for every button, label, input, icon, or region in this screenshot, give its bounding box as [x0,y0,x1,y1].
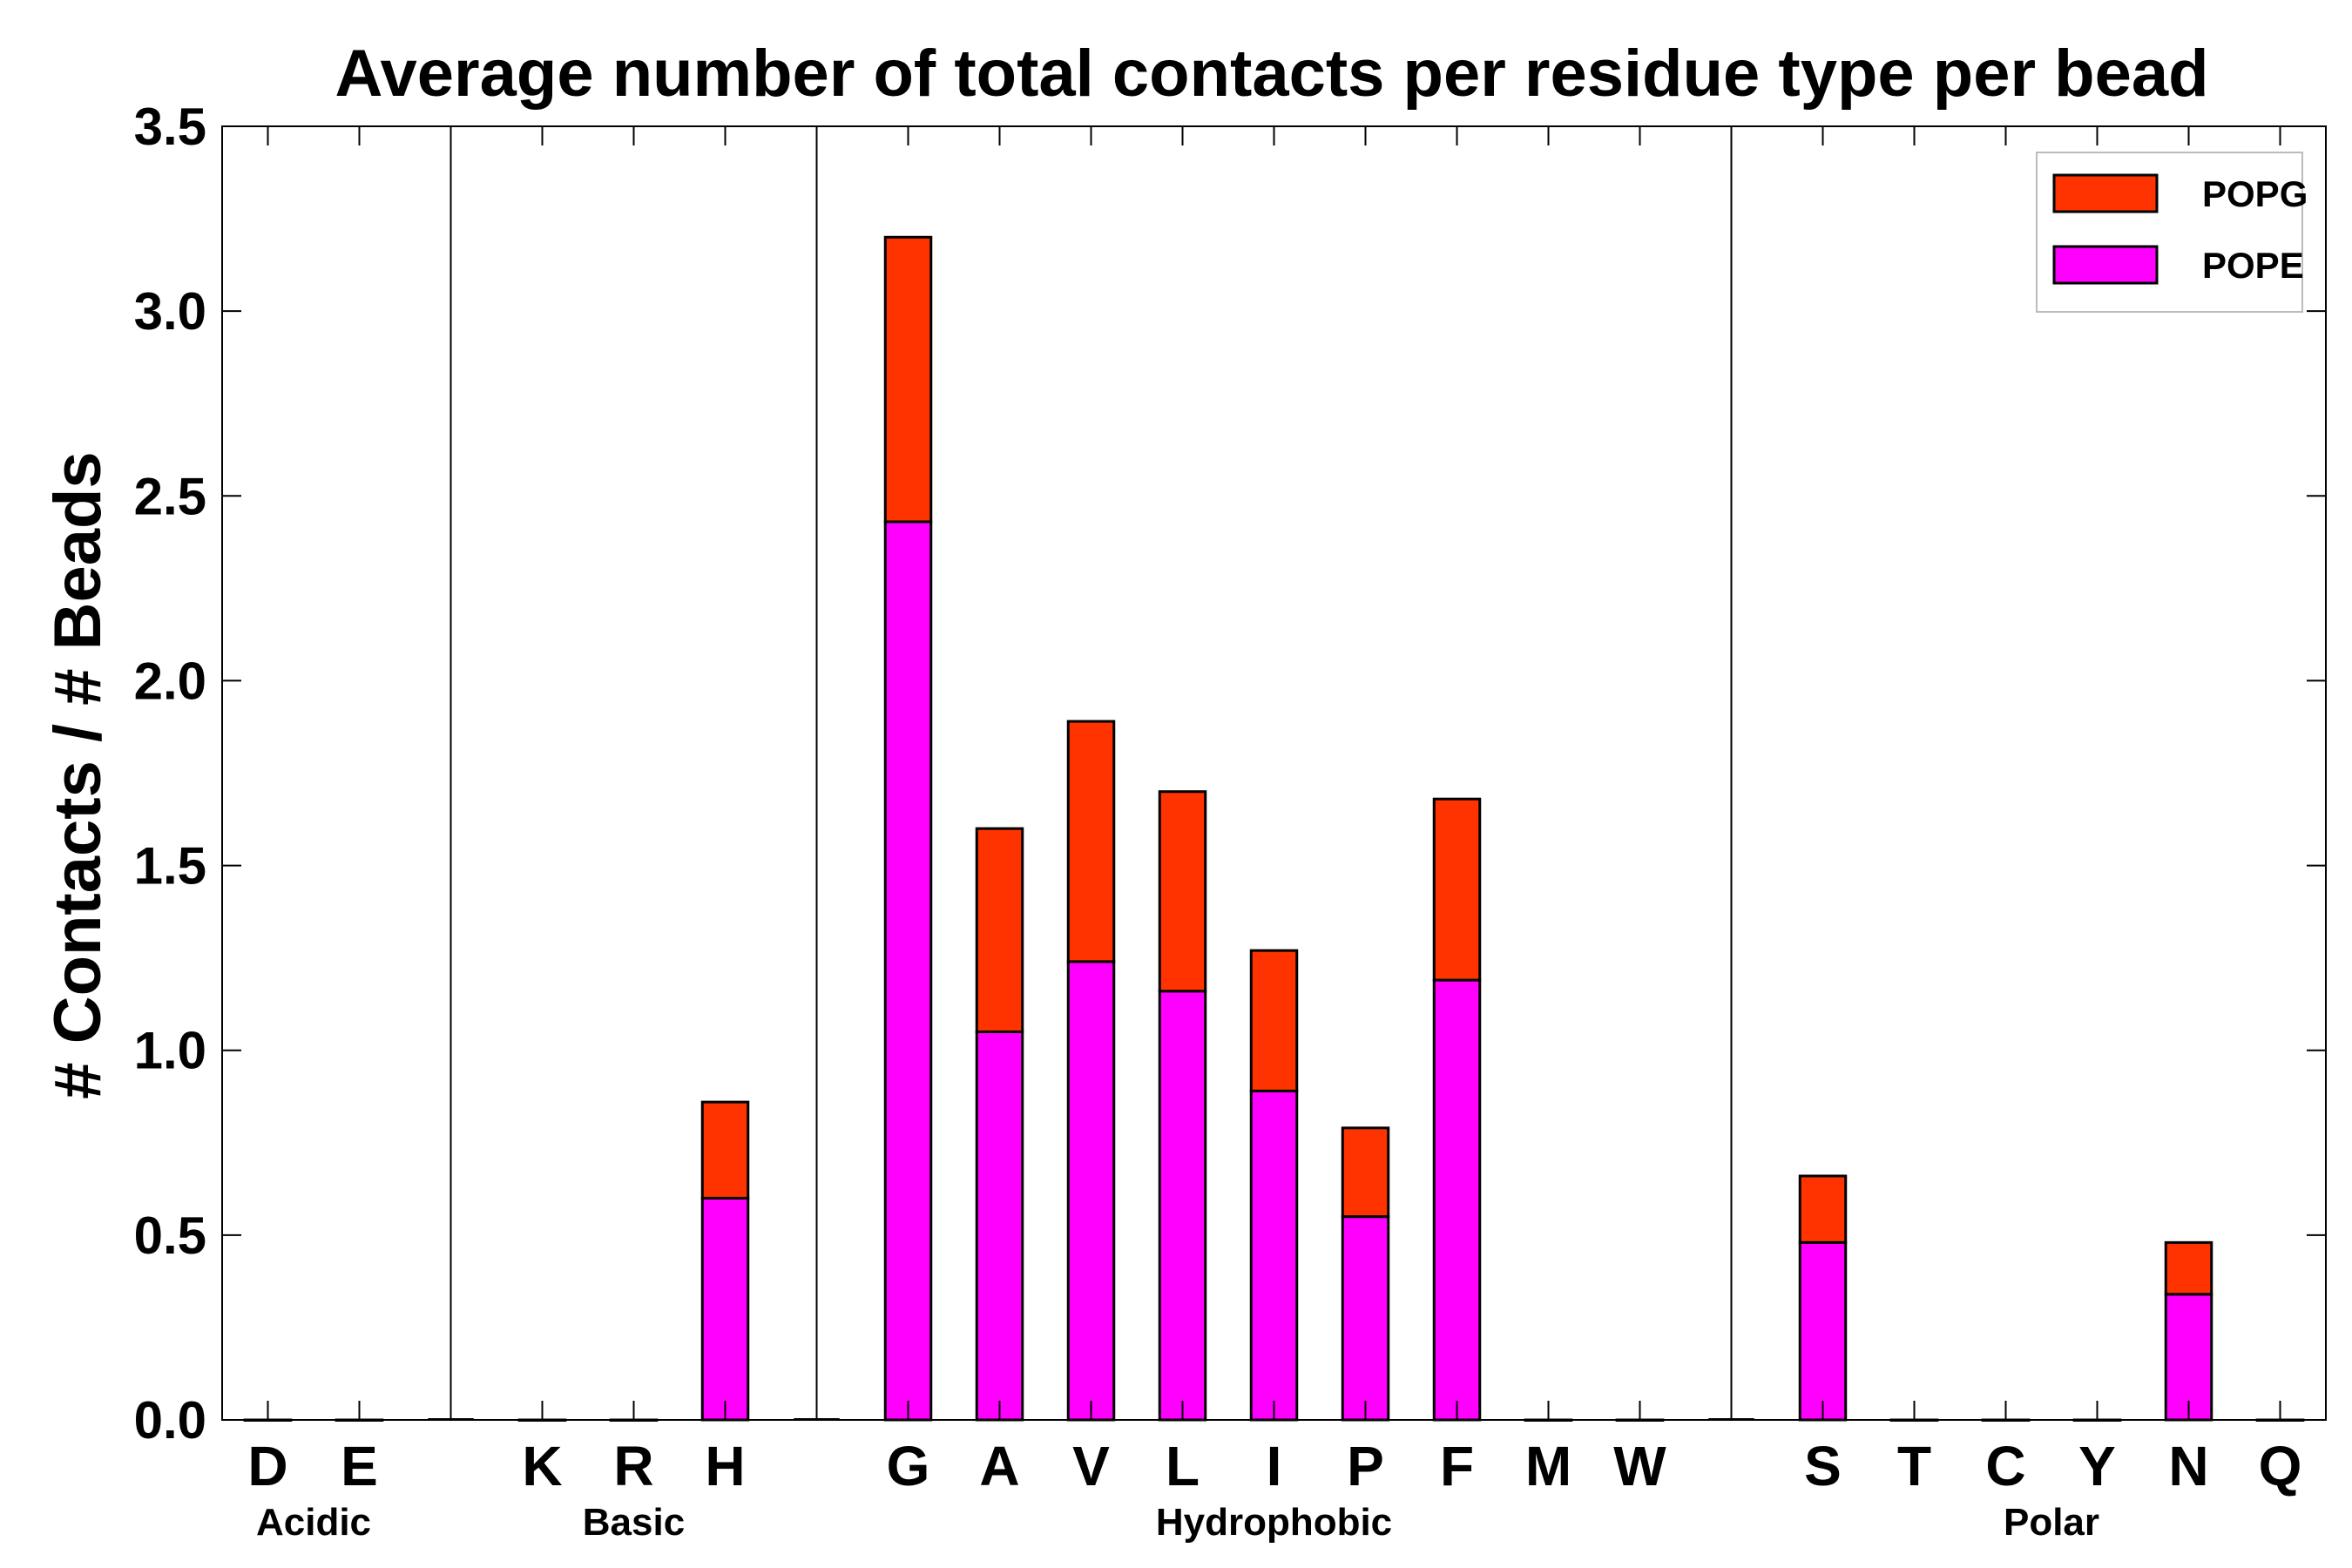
x-tick-label: N [2168,1435,2208,1497]
x-tick-label: Y [2078,1435,2116,1497]
group-label: Basic [583,1501,685,1544]
y-tick-label: 3.0 [134,282,206,341]
bar-pope-f [1432,978,1482,1422]
bar-popg-l [1158,790,1207,993]
bar-pope-g [883,520,933,1422]
bars [243,235,2305,1422]
bar-popg-v [1066,720,1116,963]
x-tick-label: H [705,1435,745,1497]
x-tick-label: G [887,1435,930,1497]
bar-popg-s [1798,1174,1848,1244]
y-axis-label: # Contacts / # Beads [41,451,115,1098]
bar-pope-i [1249,1089,1299,1422]
x-tick-label: C [1985,1435,2025,1497]
x-tick-label: L [1166,1435,1200,1497]
x-tick-label: I [1267,1435,1282,1497]
group-label: Acidic [256,1501,371,1544]
x-tick-label: M [1525,1435,1571,1497]
bar-pope-s [1798,1240,1848,1422]
bar-pope-l [1158,990,1207,1422]
x-tick-label: V [1072,1435,1110,1497]
x-tick-label: K [522,1435,562,1497]
x-tick-label: S [1804,1435,1842,1497]
y-tick-label: 3.5 [134,98,206,156]
x-tick-label: F [1440,1435,1474,1497]
bar-popg-n [2164,1240,2213,1296]
y-tick-labels: 0.0 0.5 1.0 1.5 2.0 2.5 3.0 3.5 [134,98,206,1450]
axis-ticks [222,125,2326,1421]
x-tick-label: D [247,1435,287,1497]
bar-pope-a [975,1031,1024,1422]
y-tick-label: 1.0 [134,1022,206,1080]
bar-popg-p [1341,1126,1390,1219]
y-tick-label: 0.5 [134,1206,206,1265]
bar-popg-i [1249,949,1299,1092]
group-label: Hydrophobic [1156,1501,1392,1544]
x-tick-label: Q [2259,1435,2302,1497]
bar-pope-h [700,1196,750,1422]
legend: POPG POPE [2036,152,2308,313]
plot-frame [221,125,2327,1421]
y-tick-label: 1.5 [134,837,206,896]
legend-label-pope: POPE [2202,245,2304,286]
bar-popg-f [1432,797,1482,982]
legend-swatch-popg [2052,173,2159,213]
x-tick-label: T [1897,1435,1931,1497]
group-labels: Acidic Basic Hydrophobic Polar [256,1501,2099,1544]
bar-popg-g [883,235,933,524]
bar-pope-v [1066,960,1116,1422]
legend-label-popg: POPG [2202,173,2308,214]
bar-popg-h [700,1100,750,1200]
x-tick-label: W [1613,1435,1666,1497]
group-label: Polar [2004,1501,2099,1544]
x-tick-label: A [979,1435,1019,1497]
legend-swatch-pope [2052,245,2159,285]
chart-title: Average number of total contacts per res… [335,37,2208,111]
bar-popg-a [975,827,1024,1034]
x-tick-label: R [613,1435,653,1497]
bar-pope-p [1341,1215,1390,1422]
y-tick-label: 2.5 [134,467,206,525]
group-separators [449,126,1733,1420]
x-tick-label: P [1347,1435,1384,1497]
y-tick-label: 0.0 [134,1391,206,1450]
y-tick-label: 2.0 [134,652,206,710]
x-tick-label: E [341,1435,378,1497]
